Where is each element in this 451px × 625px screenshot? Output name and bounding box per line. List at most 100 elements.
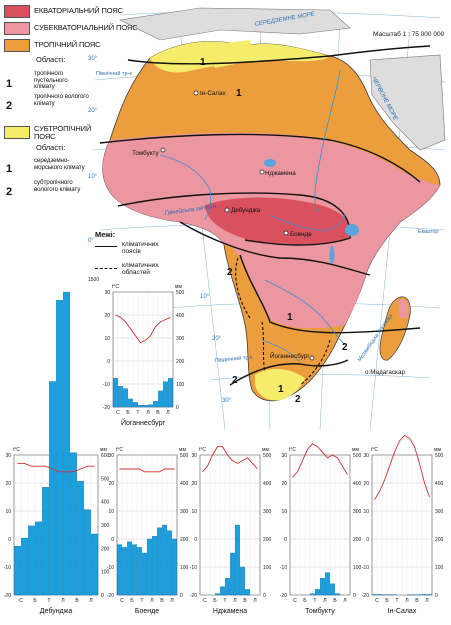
precip-bar bbox=[230, 552, 235, 596]
temp-tick-label: -20 bbox=[107, 593, 114, 599]
degree-label: 10° bbox=[88, 174, 98, 180]
precip-tick-label: 400 bbox=[180, 481, 189, 487]
precip-bar bbox=[118, 386, 123, 408]
precip-tick-label: 1500 bbox=[88, 277, 99, 283]
temp-tick-label: -10 bbox=[103, 382, 110, 388]
temperature-line bbox=[374, 434, 430, 501]
station-name: Ін-Салах bbox=[388, 608, 417, 615]
temp-tick-label: -10 bbox=[190, 565, 197, 571]
precip-bar bbox=[325, 572, 330, 596]
legend-region-label: тропічного пустельного клімату bbox=[34, 70, 68, 91]
precip-bar bbox=[422, 594, 427, 596]
degree-label: 0° bbox=[88, 238, 94, 244]
precip-tick-label: 400 bbox=[263, 481, 272, 487]
precip-bar bbox=[127, 541, 132, 596]
temp-tick-label: 30 bbox=[108, 453, 114, 459]
temp-tick-label: 20 bbox=[104, 313, 110, 319]
precip-tick-label: 400 bbox=[101, 500, 110, 506]
month-label: Т bbox=[223, 598, 227, 604]
precip-bar bbox=[168, 378, 173, 408]
precip-tick-label: 100 bbox=[435, 565, 444, 571]
station-name: Дебунджа bbox=[40, 607, 73, 615]
legend-region-number: 2 bbox=[6, 100, 13, 112]
precip-tick-label: 100 bbox=[353, 565, 362, 571]
precip-tick-label: 100 bbox=[263, 565, 272, 571]
temp-tick-label: 0 bbox=[111, 537, 114, 543]
legend-swatch-equatorial bbox=[4, 5, 30, 18]
legend-region-label: середземно-морського клімату bbox=[34, 157, 85, 171]
precip-bar bbox=[91, 533, 98, 596]
precip-bar bbox=[152, 536, 157, 596]
precip-bar bbox=[315, 589, 320, 596]
precip-tick-label: 400 bbox=[435, 481, 444, 487]
temp-tick-label: 10 bbox=[108, 509, 114, 515]
temp-tick-label: -20 bbox=[103, 405, 110, 411]
temp-tick-label: 20 bbox=[281, 481, 287, 487]
precip-unit-label: мм bbox=[434, 447, 441, 453]
city-marker bbox=[193, 90, 199, 96]
city-marker bbox=[259, 169, 265, 175]
boundary-label: кліматичних областей bbox=[122, 262, 159, 276]
temperature-line bbox=[115, 314, 171, 344]
month-label: В bbox=[333, 598, 337, 604]
precip-bar bbox=[163, 381, 168, 408]
legend-regions-title: Області: bbox=[36, 143, 66, 152]
temp-tick-label: -20 bbox=[362, 593, 369, 599]
month-label: Л bbox=[323, 598, 326, 604]
precip-bar bbox=[49, 381, 56, 596]
precip-tick-label: 400 bbox=[176, 313, 185, 319]
legend-swatch-subequatorial bbox=[4, 22, 30, 35]
lake-victoria bbox=[345, 224, 359, 236]
month-label: Л bbox=[146, 410, 149, 416]
precip-bar bbox=[310, 593, 315, 596]
precip-tick-label: 0 bbox=[176, 405, 179, 411]
month-label: Б bbox=[33, 598, 37, 604]
legend-region-label: субтропічного вологого клімату bbox=[34, 179, 81, 193]
station-name: Боенде bbox=[135, 608, 159, 615]
place-labels: Ін-Салах Томбукту Нджамена Дебунджа Боен… bbox=[132, 90, 405, 376]
month-label: В bbox=[156, 410, 160, 416]
legend-region-number: 2 bbox=[6, 186, 13, 198]
temp-tick-label: 30 bbox=[191, 453, 197, 459]
month-label: Л bbox=[150, 598, 153, 604]
month-label: В bbox=[160, 598, 164, 604]
temp-tick-label: 10 bbox=[104, 336, 110, 342]
month-label: Т bbox=[140, 598, 144, 604]
month-label: Л bbox=[89, 598, 92, 604]
legend-swatch-tropical bbox=[4, 39, 30, 52]
temperature-line bbox=[202, 446, 258, 473]
precip-bar bbox=[172, 538, 177, 596]
degree-label: 30° bbox=[222, 398, 232, 404]
month-label: Б bbox=[385, 598, 389, 604]
precip-tick-label: 500 bbox=[353, 453, 362, 459]
temp-unit-label: t°C bbox=[289, 447, 296, 453]
precip-bar bbox=[132, 544, 137, 596]
month-label: Т bbox=[47, 598, 51, 604]
month-label: Л bbox=[253, 598, 256, 604]
temp-unit-label: t°C bbox=[13, 447, 20, 453]
precip-tick-label: 300 bbox=[180, 509, 189, 515]
temp-tick-label: 10 bbox=[191, 509, 197, 515]
precip-tick-label: 100 bbox=[180, 565, 189, 571]
month-label: Л bbox=[405, 598, 408, 604]
precip-bar bbox=[142, 552, 147, 596]
temperature-line bbox=[292, 443, 348, 478]
precip-bar bbox=[225, 578, 230, 596]
arabian-peninsula-fragment bbox=[369, 54, 446, 151]
temp-tick-label: 20 bbox=[191, 481, 197, 487]
precip-bar bbox=[84, 509, 91, 596]
temp-tick-label: 20 bbox=[5, 481, 11, 487]
precip-bar bbox=[117, 544, 122, 596]
precip-tick-label: 600 bbox=[101, 453, 110, 459]
water-label: Північний тр-к bbox=[96, 70, 132, 77]
precip-tick-label: 300 bbox=[435, 509, 444, 515]
island-label: о.Мадагаскар bbox=[365, 369, 405, 376]
precip-bar bbox=[245, 589, 250, 596]
month-label: С bbox=[375, 598, 379, 604]
precip-bar bbox=[167, 530, 172, 596]
month-label: В bbox=[415, 598, 419, 604]
month-label: С bbox=[293, 598, 297, 604]
